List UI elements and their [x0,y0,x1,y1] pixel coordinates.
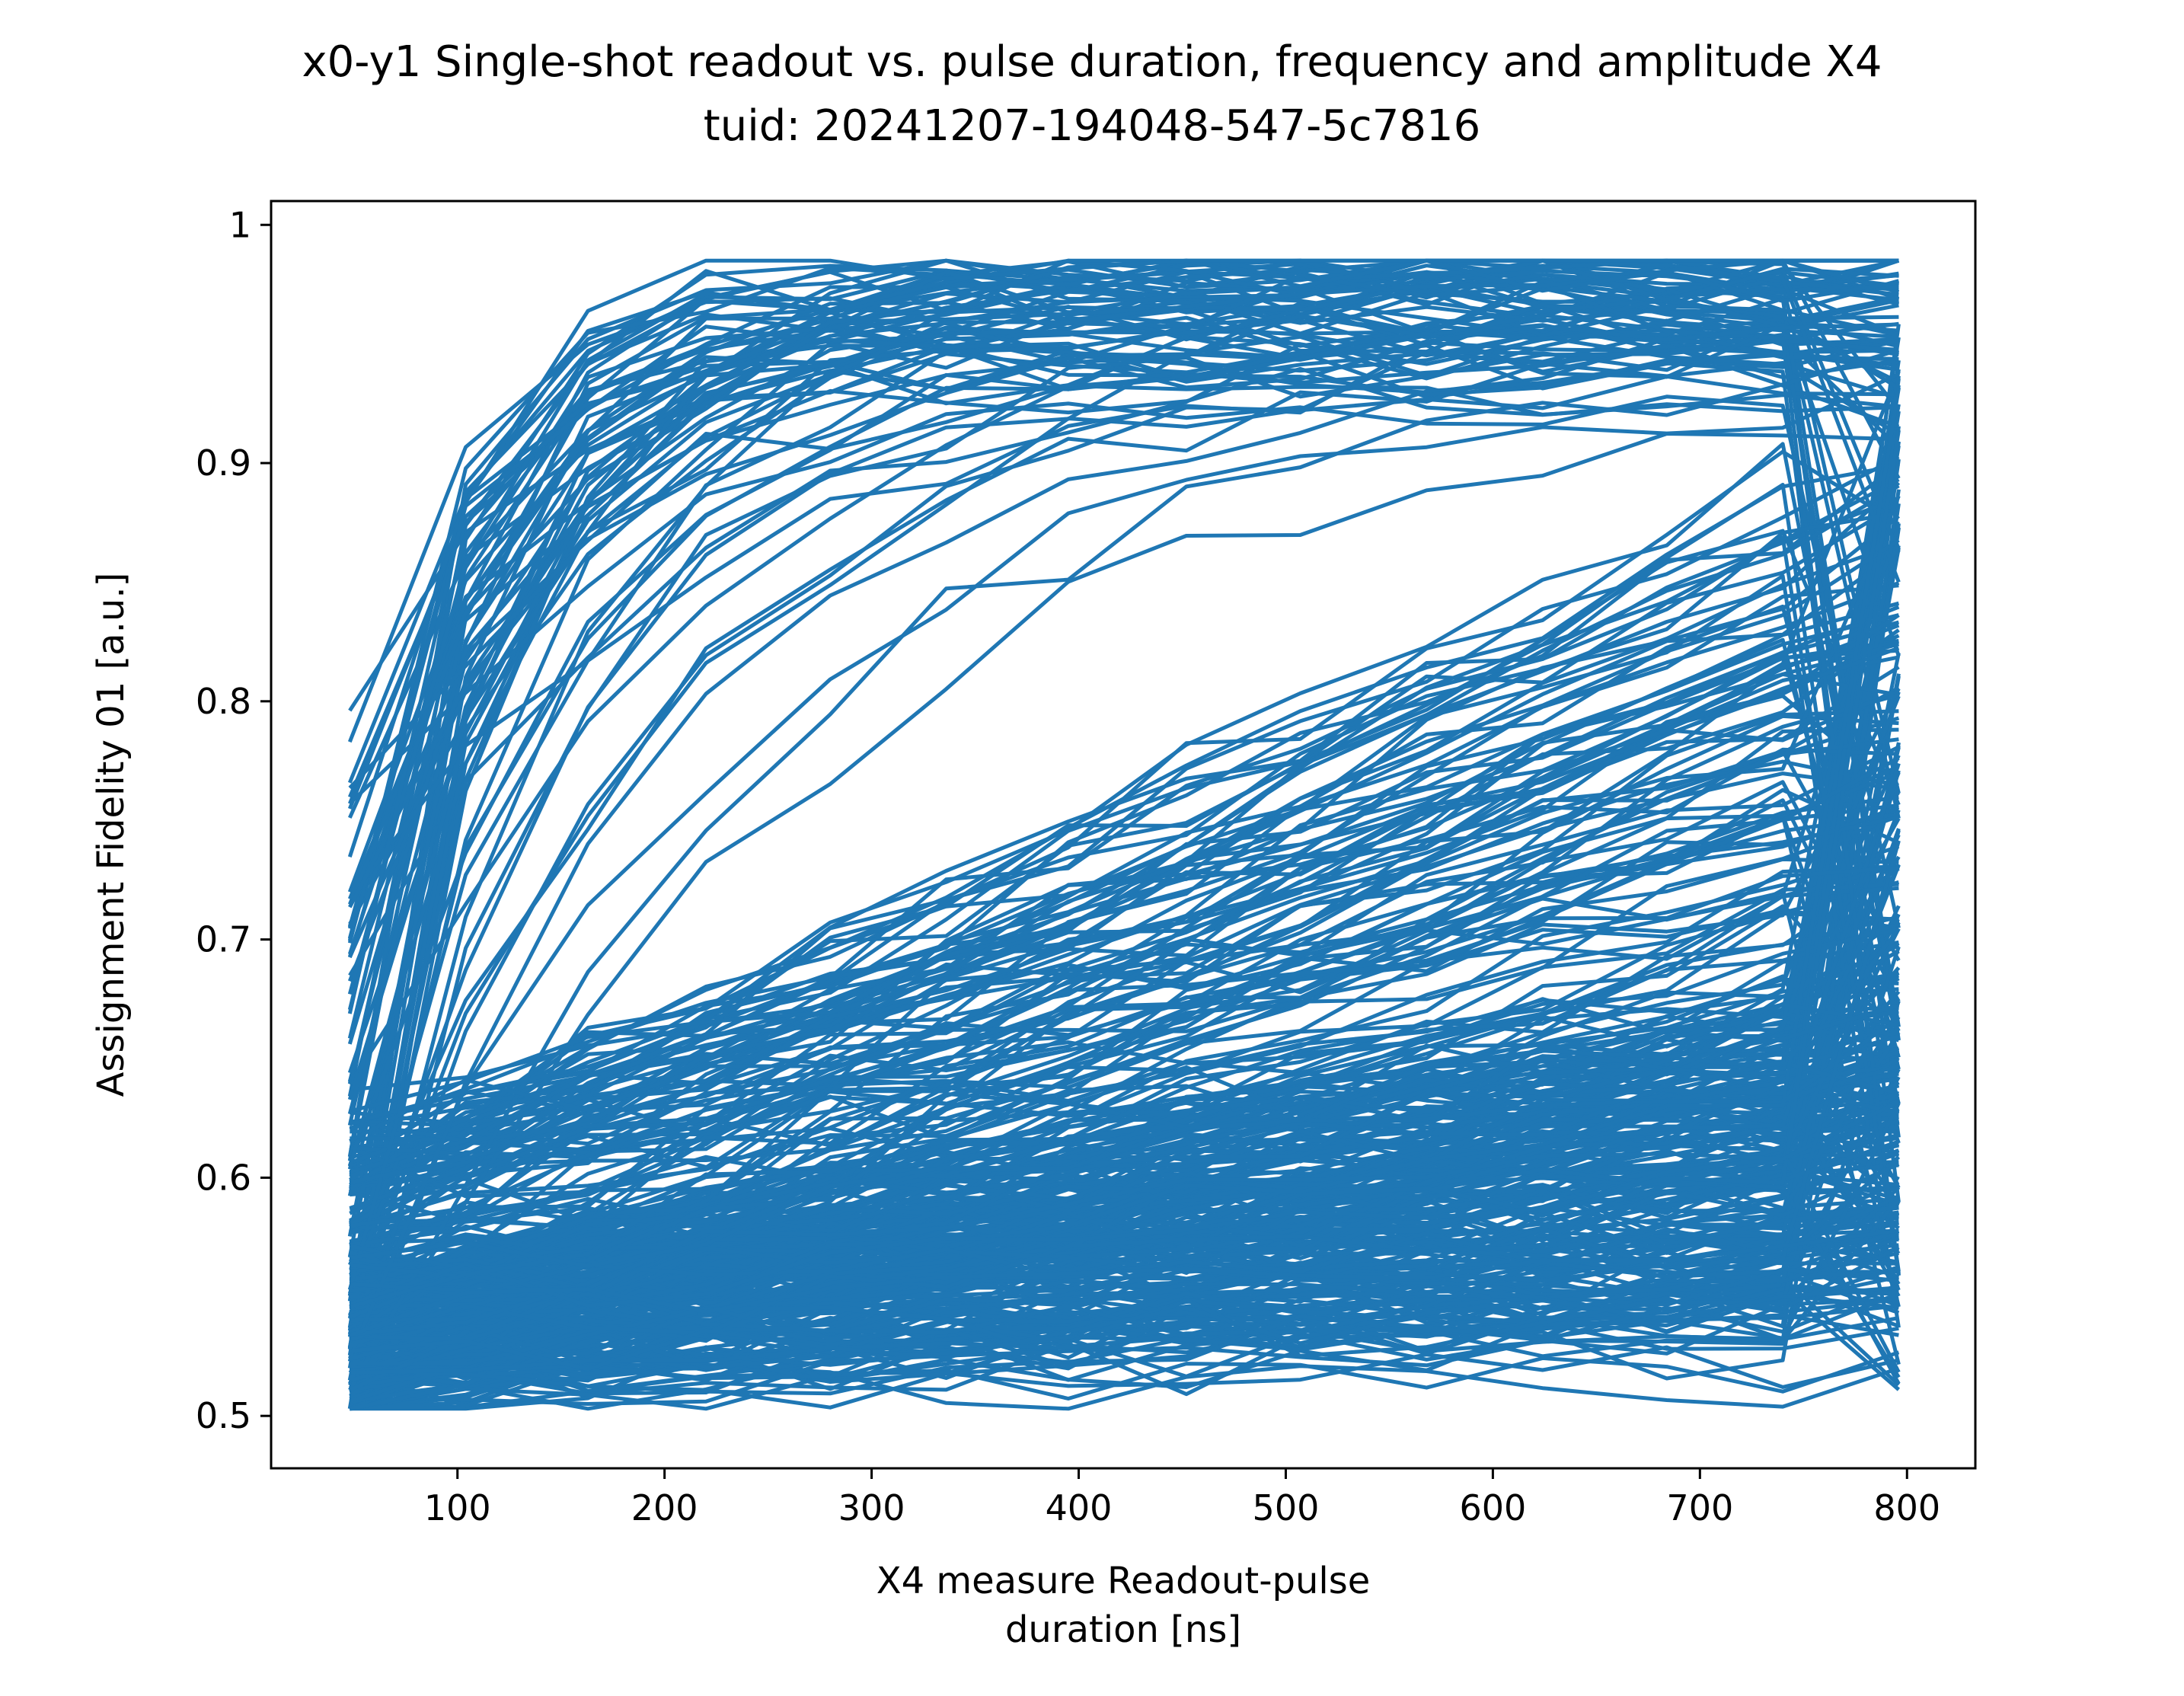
series-line [349,922,1900,1293]
y-axis: 0.5 0.6 0.7 0.8 0.9 1 [196,204,271,1436]
series-line [349,449,1900,1196]
series-line [349,688,1900,1187]
series-line [350,1002,1899,1337]
series-line [349,1228,1899,1337]
series-line [349,1304,1899,1381]
series-line [349,688,1901,1150]
series-line [347,258,1899,1014]
series-line [350,1015,1900,1279]
series-line [350,1286,1899,1372]
series-line [347,338,1899,1011]
x-axis: 100 200 300 400 500 600 700 800 [424,1468,1940,1528]
series-line [349,510,1899,1174]
series-line [349,1162,1900,1342]
series-line [350,1100,1900,1292]
y-tick-label: 0.8 [196,681,251,722]
x-tick-label: 400 [1046,1487,1113,1528]
x-tick-label: 300 [838,1487,905,1528]
series-line [350,1282,1900,1396]
y-tick-label: 0.9 [196,442,251,484]
series-line [347,258,1900,1302]
series-line [347,374,1899,1356]
series-line [349,814,1900,1331]
series-line [347,258,1899,995]
series-line [349,1245,1900,1380]
series-line [349,886,1899,1230]
series-line [350,375,1901,1369]
series-line [347,323,1900,858]
series-line [348,477,1900,1225]
series-line [348,343,1899,1266]
series-line [347,270,1900,958]
series-line [347,258,1899,955]
data-layer [347,258,1901,1411]
series-line [348,432,1899,1387]
series-line [350,1000,1901,1406]
series-line [348,372,1900,1359]
series-line [348,348,1900,1391]
plot-frame [270,200,1977,1470]
x-tick-label: 500 [1253,1487,1320,1528]
series-line [347,289,1899,900]
series-line [349,1155,1901,1365]
series-line [349,484,1900,1210]
series-line [349,742,1901,1370]
series-line [349,866,1899,1143]
x-axis-label-line1: X4 measure Readout-pulse [876,1560,1371,1602]
series-line [349,549,1900,1304]
x-tick-label: 600 [1459,1487,1526,1528]
series-line [349,646,1900,1113]
series-line [347,321,1899,1167]
series-line [349,803,1899,1247]
x-tick-label: 700 [1666,1487,1733,1528]
series-line [348,333,1899,900]
series-line [348,322,1899,790]
series-line [349,1065,1899,1148]
series-line [347,313,1899,928]
chart-title-line1: x0-y1 Single-shot readout vs. pulse dura… [302,37,1882,87]
series-line [349,813,1901,1308]
y-tick-label: 0.6 [196,1157,251,1198]
x-tick-label: 800 [1873,1487,1940,1528]
series-line [347,334,1899,1295]
series-line [347,349,1900,1328]
series-line [349,430,1901,1308]
series-line [348,394,1901,929]
series-line [349,815,1899,1228]
series-line [348,642,1900,1191]
x-tick-label: 100 [424,1487,491,1528]
series-line [348,283,1901,1276]
series-line [349,613,1900,1126]
y-tick-label: 0.7 [196,919,251,960]
chart-title-line2: tuid: 20241207-194048-547-5c7816 [704,101,1480,151]
series-line [347,258,1901,905]
y-axis-label: Assignment Fidelity 01 [a.u.] [90,573,133,1097]
series-line [350,805,1900,1156]
x-axis-label-line2: duration [ns] [1005,1608,1241,1651]
series-line [350,1296,1899,1366]
series-line [350,813,1899,1225]
series-line [347,326,1899,1115]
series-line [349,483,1901,1272]
series-line [349,756,1900,1309]
x-tick-label: 200 [631,1487,698,1528]
series-line [349,1003,1900,1269]
y-tick-label: 0.5 [196,1395,251,1436]
series-line [349,1350,1900,1411]
y-tick-label: 1 [229,204,251,245]
series-line [349,538,1900,1184]
